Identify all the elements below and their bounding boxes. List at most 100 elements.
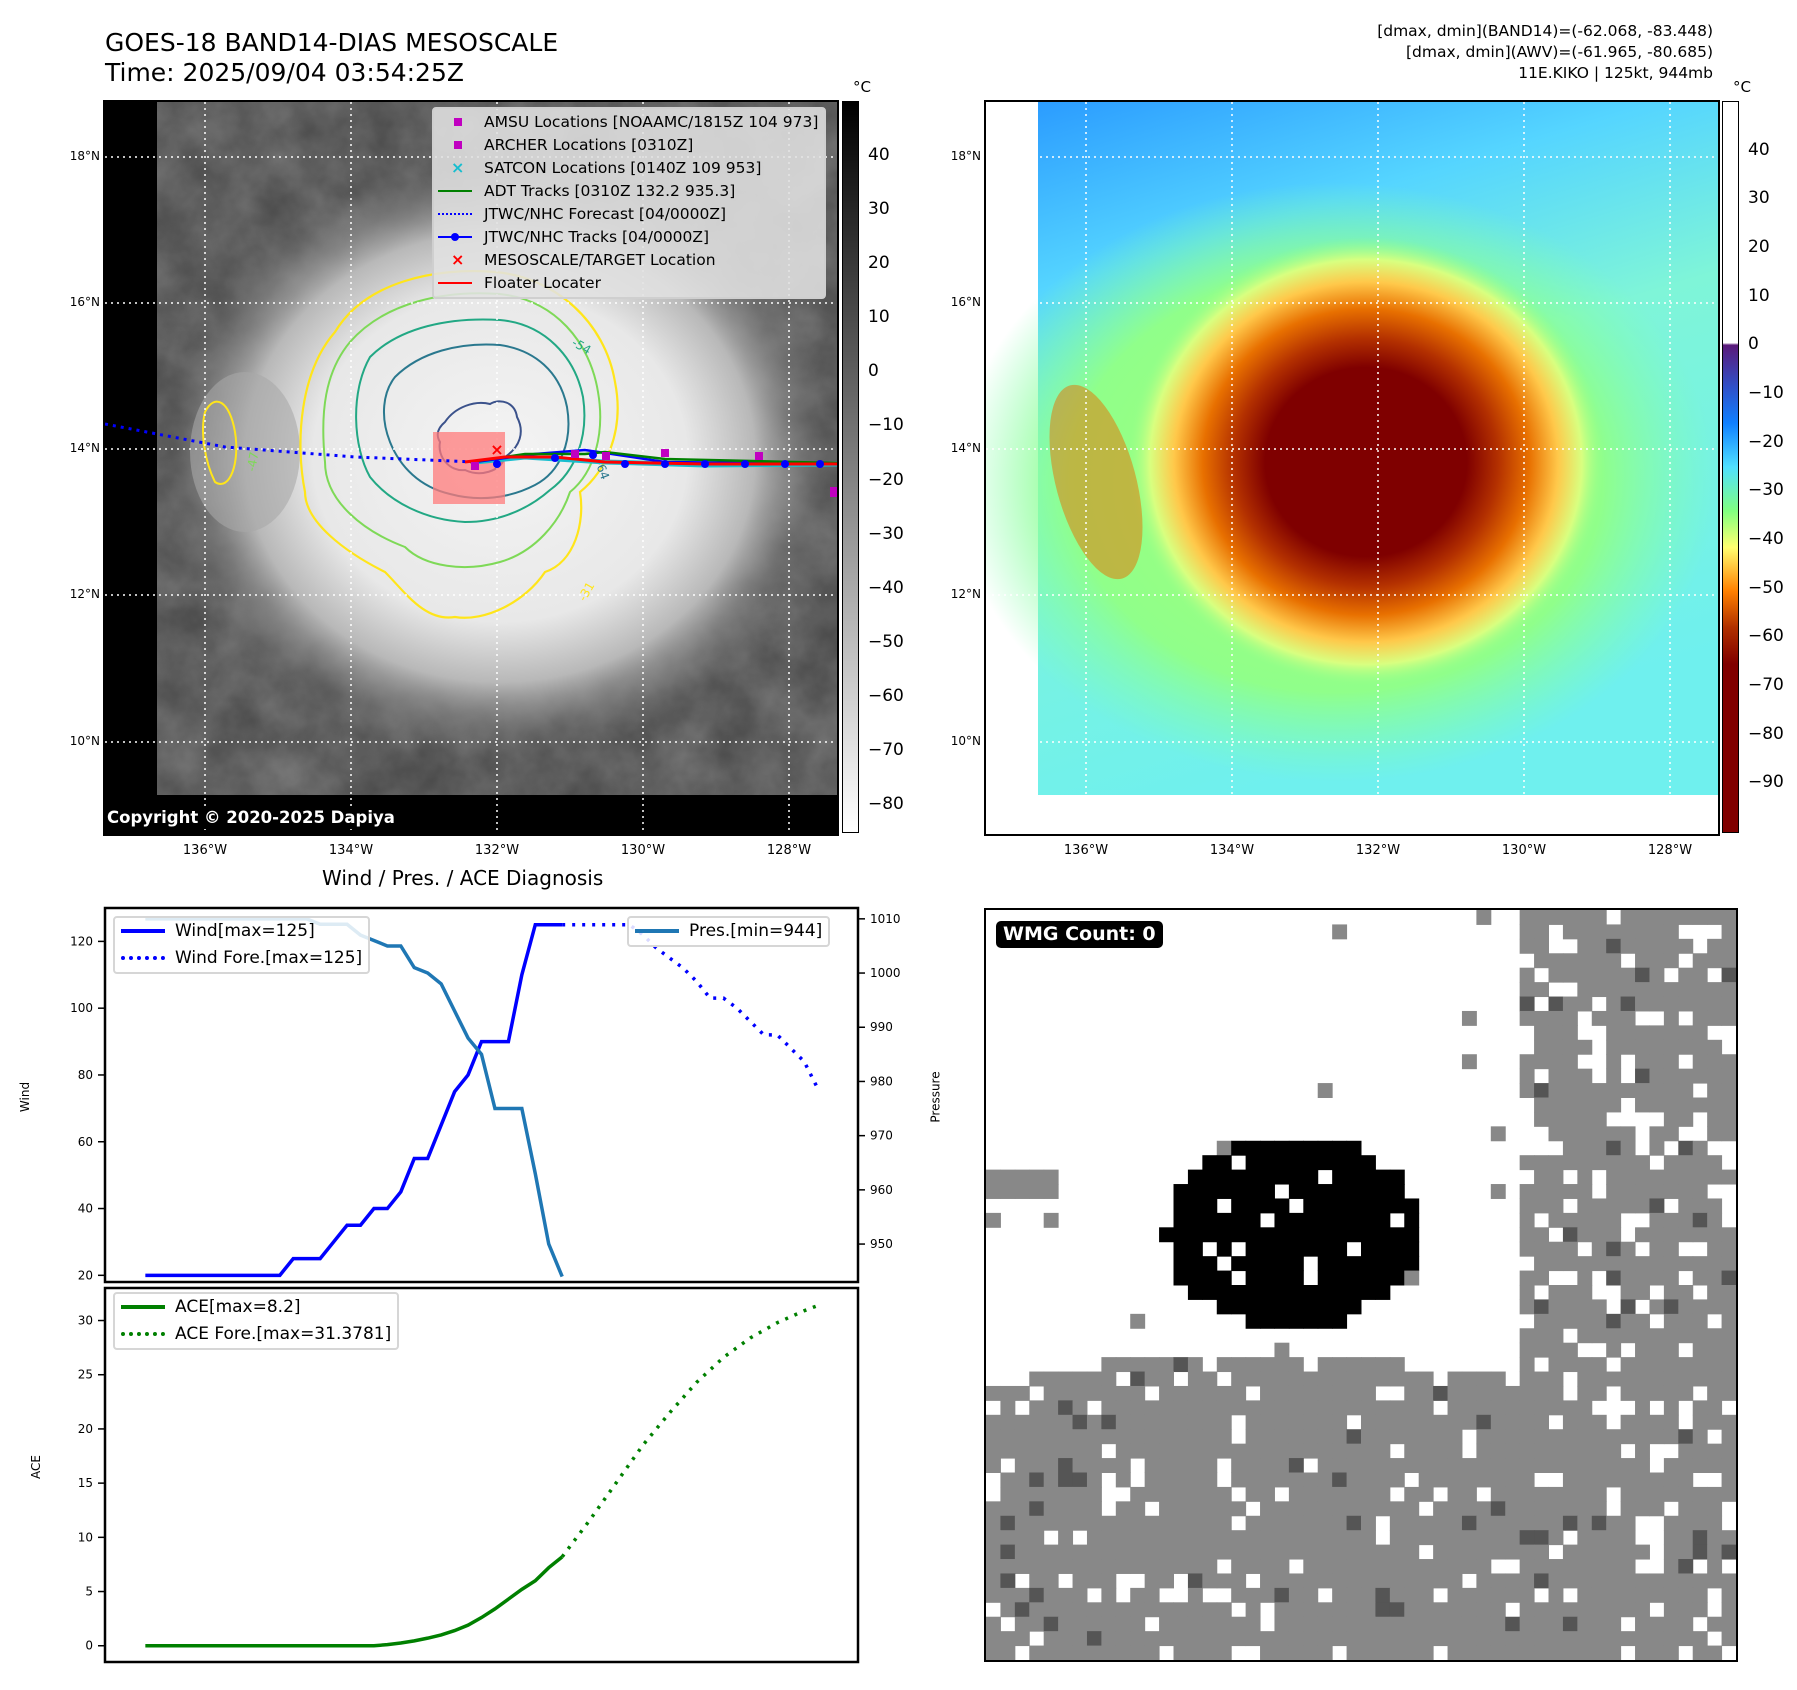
wmg-cell xyxy=(1649,1025,1665,1041)
wmg-cell xyxy=(1548,1587,1564,1603)
amsu-archer-points xyxy=(471,449,837,497)
wmg-cell xyxy=(1490,1602,1506,1618)
wmg-cell xyxy=(1707,1010,1723,1026)
wmg-cell xyxy=(1418,1472,1434,1488)
wmg-cell xyxy=(1606,996,1622,1012)
colorbar-tick: −50 xyxy=(868,631,904,652)
wmg-cell xyxy=(1245,1458,1261,1473)
lon-label: 130°W xyxy=(620,843,666,858)
wmg-cell xyxy=(1029,1458,1045,1473)
wmg-cell xyxy=(1159,1544,1174,1560)
wmg-cell xyxy=(1072,1631,1088,1647)
wmg-cell xyxy=(1029,1486,1045,1502)
wmg-grid xyxy=(986,910,1736,1660)
wmg-cell xyxy=(1562,1212,1578,1228)
wmg-cell xyxy=(1548,1559,1564,1574)
wmg-cell xyxy=(1260,1414,1275,1430)
wmg-cell xyxy=(1649,1256,1665,1272)
wmg-cell xyxy=(1649,1573,1665,1589)
wmg-cell xyxy=(1389,1429,1405,1445)
wmg-cell xyxy=(1245,1429,1261,1445)
wmg-cell xyxy=(1187,1212,1203,1228)
wmg-cell xyxy=(1620,1126,1636,1142)
wmg-cell xyxy=(1519,1285,1535,1300)
wmg-cell xyxy=(1404,1414,1420,1430)
wmg-cell xyxy=(1663,1097,1679,1113)
wmg-cell xyxy=(1288,1573,1304,1589)
wmg-cell xyxy=(1490,1429,1506,1445)
wmg-cell xyxy=(1447,1472,1463,1488)
wmg-cell xyxy=(1461,1054,1477,1070)
wmg-cell xyxy=(1000,1486,1016,1502)
wmg-cell xyxy=(1187,1385,1203,1401)
wmg-cell xyxy=(1029,1645,1045,1660)
wmg-cell xyxy=(1635,953,1650,969)
wmg-cell xyxy=(1346,1256,1362,1272)
wmg-cell xyxy=(1476,1530,1492,1546)
wmg-cell xyxy=(1461,1371,1477,1387)
wmg-cell xyxy=(1346,1299,1362,1315)
wmg-cell xyxy=(1663,1602,1679,1618)
wmg-cell xyxy=(1346,1140,1362,1156)
wmg-cell xyxy=(1288,1631,1304,1647)
wmg-cell xyxy=(1086,1573,1102,1589)
wmg-cell xyxy=(1577,1385,1593,1401)
wmg-cell xyxy=(1130,1631,1146,1647)
wmg-cell xyxy=(1721,1385,1736,1401)
wmg-cell xyxy=(1404,1616,1420,1632)
wmg-cell xyxy=(1346,1645,1362,1660)
lon-label: 128°W xyxy=(766,843,812,858)
wmg-cell xyxy=(1519,1515,1535,1531)
wmg-cell xyxy=(1663,1241,1679,1257)
wmg-cell xyxy=(1288,1184,1304,1199)
wmg-cell xyxy=(1361,1285,1376,1300)
wmg-cell xyxy=(1649,1212,1665,1228)
y2-tick-label: 980 xyxy=(870,1074,893,1088)
wmg-cell xyxy=(1620,1270,1636,1286)
wmg-cell xyxy=(1461,1602,1477,1618)
wmg-cell xyxy=(1274,1169,1290,1185)
wmg-cell xyxy=(1721,1530,1736,1546)
wmg-cell xyxy=(1663,1039,1679,1055)
copyright: Copyright © 2020-2025 Dapiya xyxy=(105,807,401,829)
wmg-cell xyxy=(1721,1111,1736,1127)
wmg-cell xyxy=(1707,1039,1723,1055)
wmg-cell xyxy=(1332,1587,1348,1603)
wmg-cell xyxy=(1072,1544,1088,1560)
wmg-cell xyxy=(1505,1414,1521,1430)
wmg-cell xyxy=(1606,1515,1622,1531)
wmg-cell xyxy=(1577,1573,1593,1589)
wmg-cell xyxy=(1101,1573,1117,1589)
wmg-cell xyxy=(1389,1559,1405,1574)
lon-label: 132°W xyxy=(474,843,520,858)
wmg-cell xyxy=(1635,1313,1650,1329)
wmg-cell xyxy=(1332,1256,1348,1272)
wmg-cell xyxy=(1707,910,1723,925)
wmg-cell xyxy=(1562,1184,1578,1199)
wmg-cell xyxy=(1577,1530,1593,1546)
wmg-cell xyxy=(1534,1342,1549,1358)
wmg-cell xyxy=(1707,1241,1723,1257)
wmg-cell xyxy=(1635,938,1650,954)
wmg-cell xyxy=(1260,1400,1275,1416)
wmg-cell xyxy=(1707,1443,1723,1459)
wmg-cell xyxy=(1303,1501,1319,1517)
wmg-cell xyxy=(1202,1602,1218,1618)
wmg-cell xyxy=(1231,1631,1247,1647)
wmg-cell xyxy=(1707,1126,1723,1142)
wmg-cell xyxy=(1577,1140,1593,1156)
wmg-cell xyxy=(1187,1587,1203,1603)
wmg-cell xyxy=(1548,1616,1564,1632)
wmg-cell xyxy=(1433,1616,1449,1632)
wmg-cell xyxy=(1591,1227,1607,1243)
wmg-cell xyxy=(1288,1313,1304,1329)
wmg-cell xyxy=(1332,1313,1348,1329)
wmg-cell xyxy=(1591,1515,1607,1531)
wmg-cell xyxy=(1519,1573,1535,1589)
wmg-cell xyxy=(1101,1515,1117,1531)
wmg-cell xyxy=(1548,1443,1564,1459)
wmg-cell xyxy=(1115,1602,1131,1618)
wmg-cell xyxy=(1231,1472,1247,1488)
wmg-cell xyxy=(1029,1602,1045,1618)
wmg-cell xyxy=(1072,1515,1088,1531)
